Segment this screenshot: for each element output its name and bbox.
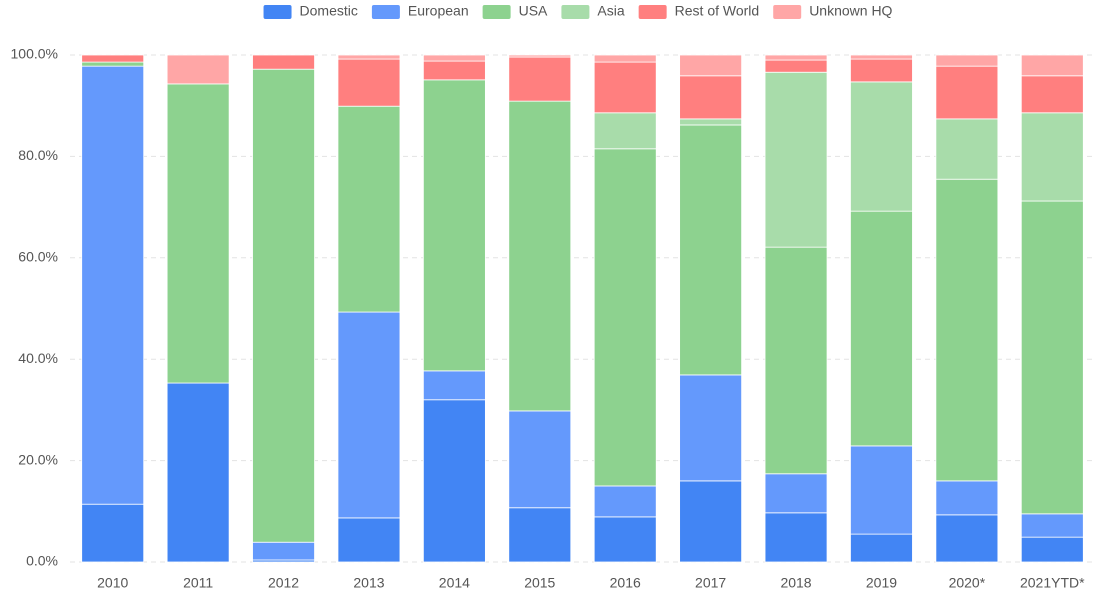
bar-segment — [1020, 112, 1084, 202]
bar-segment — [337, 517, 401, 563]
legend-label: USA — [519, 3, 548, 19]
x-tick-label: 2011 — [183, 575, 213, 591]
bar-segment — [81, 65, 145, 505]
legend-label: Asia — [597, 3, 624, 19]
bar-segment — [764, 71, 828, 248]
bar-segment — [679, 480, 743, 563]
bar-segment — [850, 533, 913, 563]
bar-segment — [679, 118, 743, 126]
legend-swatch — [561, 5, 590, 19]
bar-segment — [935, 118, 999, 180]
bar-segment — [252, 68, 315, 543]
x-tick-label: 2020* — [949, 575, 986, 591]
bar-segment — [337, 105, 401, 313]
legend-swatch — [638, 5, 667, 19]
bar-segment — [935, 65, 999, 120]
bar-segment — [1020, 200, 1084, 515]
bar-segment — [679, 75, 743, 120]
bar-segment — [508, 56, 572, 102]
y-tick-label: 80.0% — [18, 147, 58, 163]
x-tick-label: 2012 — [268, 575, 299, 591]
bar-segment — [764, 59, 828, 73]
bar-segment — [81, 503, 145, 563]
bar-segment — [508, 100, 572, 412]
bar-segment — [850, 445, 913, 535]
bar-segment — [679, 374, 743, 482]
legend-label: Unknown HQ — [809, 3, 892, 19]
bar-segment — [166, 382, 230, 563]
legend-label: Rest of World — [675, 3, 760, 19]
bar-segment — [166, 54, 230, 85]
legend-swatch — [773, 5, 802, 19]
bar-segment — [764, 54, 828, 61]
bar-segment — [850, 81, 913, 212]
bar-segment — [422, 399, 486, 563]
bar-segment — [1020, 536, 1084, 563]
x-tick-label: 2021YTD* — [1020, 575, 1085, 591]
legend-swatch — [482, 5, 511, 19]
x-tick-label: 2019 — [866, 575, 897, 591]
bar-segment — [422, 370, 486, 401]
bar-segment — [593, 112, 657, 150]
bar-segment — [850, 54, 913, 60]
legend-label: Domestic — [300, 3, 358, 19]
bar-segment — [508, 507, 572, 563]
x-tick-label: 2013 — [353, 575, 384, 591]
bar-segment — [850, 210, 913, 447]
y-tick-label: 60.0% — [18, 249, 58, 265]
x-tick-label: 2017 — [695, 575, 726, 591]
y-tick-label: 40.0% — [18, 350, 58, 366]
bar-segment — [422, 60, 486, 81]
bar-segment — [935, 514, 999, 563]
bar-segment — [508, 410, 572, 509]
y-tick-label: 0.0% — [26, 553, 58, 569]
bar-segment — [337, 58, 401, 107]
bar-segment — [593, 61, 657, 114]
bar-segment — [593, 485, 657, 518]
bar-segment — [508, 54, 572, 58]
bar-segment — [166, 83, 230, 384]
bar-segment — [337, 54, 401, 60]
bar-segment — [850, 58, 913, 83]
y-tick-label: 100.0% — [11, 46, 58, 62]
bar-segment — [593, 148, 657, 487]
bar-segment — [252, 54, 315, 70]
bar-segment — [764, 473, 828, 514]
bar-segment — [593, 516, 657, 563]
bar-segment — [764, 512, 828, 563]
bar-segment — [422, 79, 486, 372]
legend-swatch — [263, 5, 292, 19]
legend-label: European — [408, 3, 469, 19]
bar-segment — [764, 246, 828, 475]
bar-segment — [593, 54, 657, 63]
bar-segment — [422, 54, 486, 62]
bar-segment — [1020, 54, 1084, 77]
x-tick-label: 2014 — [439, 575, 470, 591]
x-tick-label: 2018 — [780, 575, 811, 591]
bar-segment — [679, 124, 743, 376]
bar-segment — [935, 480, 999, 516]
bar-segment — [679, 54, 743, 77]
bar-segment — [81, 61, 145, 67]
y-tick-label: 20.0% — [18, 451, 58, 467]
x-tick-label: 2010 — [97, 575, 128, 591]
bar-segment — [1020, 513, 1084, 538]
bar-segment — [252, 541, 315, 561]
bar-segment — [81, 54, 145, 63]
x-tick-label: 2015 — [524, 575, 555, 591]
bar-segment — [1020, 75, 1084, 114]
x-tick-label: 2016 — [610, 575, 641, 591]
bar-segment — [337, 311, 401, 519]
legend-swatch — [371, 5, 400, 19]
bar-segment — [935, 178, 999, 482]
bar-segment — [935, 54, 999, 67]
